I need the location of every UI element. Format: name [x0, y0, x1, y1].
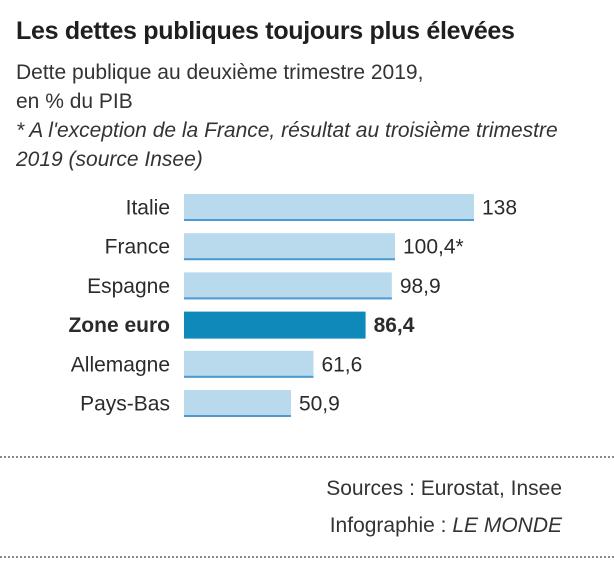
category-label-zone-euro: Zone euro — [68, 314, 170, 337]
sources: Sources : Eurostat, Insee — [326, 477, 562, 500]
bar-france — [184, 233, 395, 261]
bar-pays-bas — [184, 390, 291, 417]
value-label-zone-euro: 86,4 — [374, 314, 415, 337]
chart-title: Les dettes publiques toujours plus élevé… — [16, 17, 515, 45]
bar-baseline-italie — [184, 219, 474, 221]
credit-prefix: Infographie : — [329, 514, 453, 537]
bar-chart: Italie 138 France 100,4* Espagne 98,9 Zone eur… — [68, 194, 517, 417]
bar-italie — [184, 194, 474, 221]
bar-baseline-pays-bas — [184, 415, 291, 417]
value-label-pays-bas: 50,9 — [299, 393, 340, 416]
value-label-france: 100,4* — [403, 236, 464, 259]
bar-zone-euro — [184, 311, 366, 339]
credit-name: LE MONDE — [452, 514, 562, 537]
category-label-france: France — [105, 236, 170, 259]
category-label-italie: Italie — [126, 197, 170, 220]
bar-baseline-france — [184, 258, 395, 261]
bar-baseline-espagne — [184, 297, 392, 300]
bar-allemagne — [184, 350, 314, 378]
value-label-espagne: 98,9 — [400, 275, 441, 298]
value-label-allemagne: 61,6 — [321, 353, 362, 376]
subtitle-line-1: Dette publique au deuxième trimestre 201… — [16, 61, 424, 84]
credit: Infographie : LE MONDE — [330, 514, 562, 538]
separator-top — [0, 456, 614, 458]
chart-subtitle: Dette publique au deuxième trimestre 201… — [16, 58, 423, 116]
bar-baseline-allemagne — [184, 375, 314, 378]
value-label-italie: 138 — [482, 197, 517, 220]
footnote: * A l'exception de la France, résultat a… — [16, 119, 558, 171]
category-label-allemagne: Allemagne — [71, 353, 170, 376]
category-label-pays-bas: Pays-Bas — [80, 393, 170, 416]
bar-espagne — [184, 272, 392, 300]
separator-bottom — [0, 556, 614, 558]
subtitle-line-2: en % du PIB — [16, 90, 133, 113]
category-label-espagne: Espagne — [87, 275, 170, 298]
